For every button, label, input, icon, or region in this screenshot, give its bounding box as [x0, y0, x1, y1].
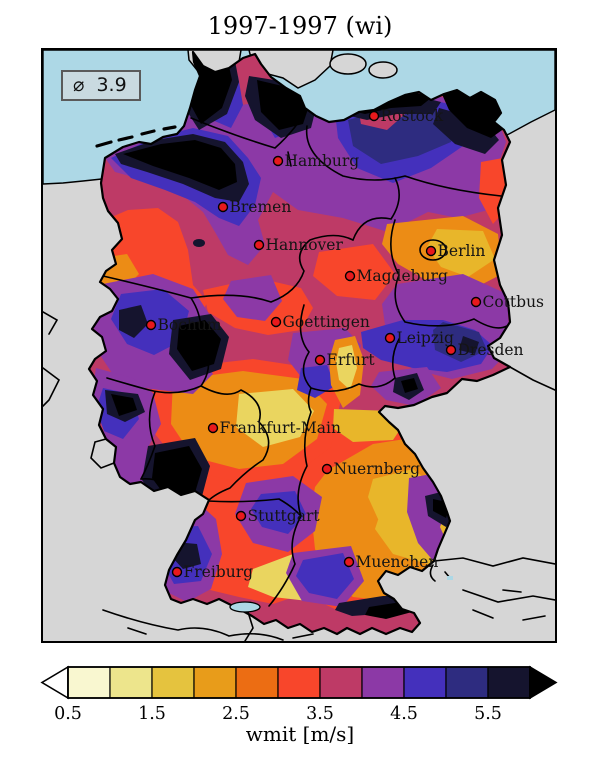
colorbar-tick-label: 1.5: [138, 704, 166, 723]
neighbor-borders: [43, 311, 555, 641]
city-marker-Bremen: [217, 201, 229, 213]
city-label: Rostock: [381, 107, 444, 125]
city-marker-Erfurt: [314, 354, 326, 366]
colorbar-svg: 0.5 1.5 2.5 3.5 4.5 5.5: [40, 665, 558, 724]
colorbar-segment-6: [319, 666, 363, 699]
city-marker-Frankfurt-Main: [207, 422, 219, 434]
colorbar-over-arrow: [529, 665, 558, 700]
city-label: Bremen: [230, 198, 292, 216]
colorbar-tick-label: 2.5: [222, 704, 250, 723]
colorbar-segment-0: [67, 666, 111, 699]
average-value: 3.9: [96, 74, 127, 96]
colorbar-segment-7: [361, 666, 405, 699]
denmark: [187, 50, 398, 89]
diameter-mean-icon: ⌀: [73, 74, 85, 96]
colorbar-segment-9: [445, 666, 489, 699]
colorbar-segment-4: [235, 666, 279, 699]
colorbar-segment-8: [403, 666, 447, 699]
city-label: Dresden: [458, 341, 524, 359]
city-marker-Leipzig: [384, 332, 396, 344]
colorbar-segment-10: [487, 666, 531, 699]
city-marker-Cottbus: [470, 296, 482, 308]
city-marker-Magdeburg: [344, 270, 356, 282]
colorbar-label: wmit [m/s]: [245, 722, 355, 746]
lake-constance: [229, 601, 261, 613]
colorbar-border: [67, 666, 531, 699]
city-marker-Goettingen: [270, 316, 282, 328]
page-title: 1997-1997 (wi): [207, 12, 393, 40]
colorbar-tick-label: 0.5: [54, 704, 82, 723]
city-label: Cottbus: [483, 293, 545, 311]
city-marker-Hannover: [253, 239, 265, 251]
city-label: Freiburg: [184, 563, 254, 581]
average-value-box: ⌀ 3.9: [61, 70, 141, 101]
colorbar: 0.5 1.5 2.5 3.5 4.5 5.5: [38, 663, 562, 724]
city-layer: Rostock Hamburg Bremen Hannover Berlin Magdeb…: [145, 107, 545, 581]
colorbar-tick-label: 5.5: [474, 704, 502, 723]
map-frame: Rostock Hamburg Bremen Hannover Berlin Magdeb…: [41, 48, 557, 643]
city-marker-Bochum: [145, 319, 157, 331]
city-label: Nuernberg: [334, 460, 421, 478]
city-label: Erfurt: [327, 351, 376, 369]
colorbar-segment-5: [277, 666, 321, 699]
germany-wind-map: Rostock Hamburg Bremen Hannover Berlin Magdeb…: [43, 50, 555, 641]
city-label: Stuttgart: [248, 507, 321, 525]
city-label: Hamburg: [285, 152, 360, 170]
city-marker-Hamburg: [272, 155, 284, 167]
colorbar-tick-label: 3.5: [306, 704, 334, 723]
colorbar-tick-label: 4.5: [390, 704, 418, 723]
city-marker-Stuttgart: [235, 510, 247, 522]
island-specks: [95, 125, 177, 148]
city-marker-Dresden: [445, 344, 457, 356]
city-label: Hannover: [266, 236, 344, 254]
colorbar-segment-1: [109, 666, 153, 699]
city-label: Frankfurt-Main: [220, 419, 341, 437]
city-marker-Freiburg: [171, 566, 183, 578]
city-marker-Muenchen: [343, 556, 355, 568]
colorbar-segment-2: [151, 666, 195, 699]
lakes: [229, 576, 453, 613]
city-label: Leipzig: [397, 329, 454, 347]
city-label: Bochum: [158, 316, 222, 334]
city-marker-Nuernberg: [321, 463, 333, 475]
city-marker-Berlin: [425, 245, 437, 257]
city-label: Magdeburg: [357, 267, 448, 285]
city-label: Goettingen: [283, 313, 370, 331]
colorbar-segment-3: [193, 666, 237, 699]
colorbar-under-arrow: [40, 665, 69, 700]
state-borders: [102, 113, 508, 607]
city-label: Berlin: [438, 242, 486, 260]
city-label: Muenchen: [356, 553, 439, 571]
city-marker-Rostock: [368, 110, 380, 122]
